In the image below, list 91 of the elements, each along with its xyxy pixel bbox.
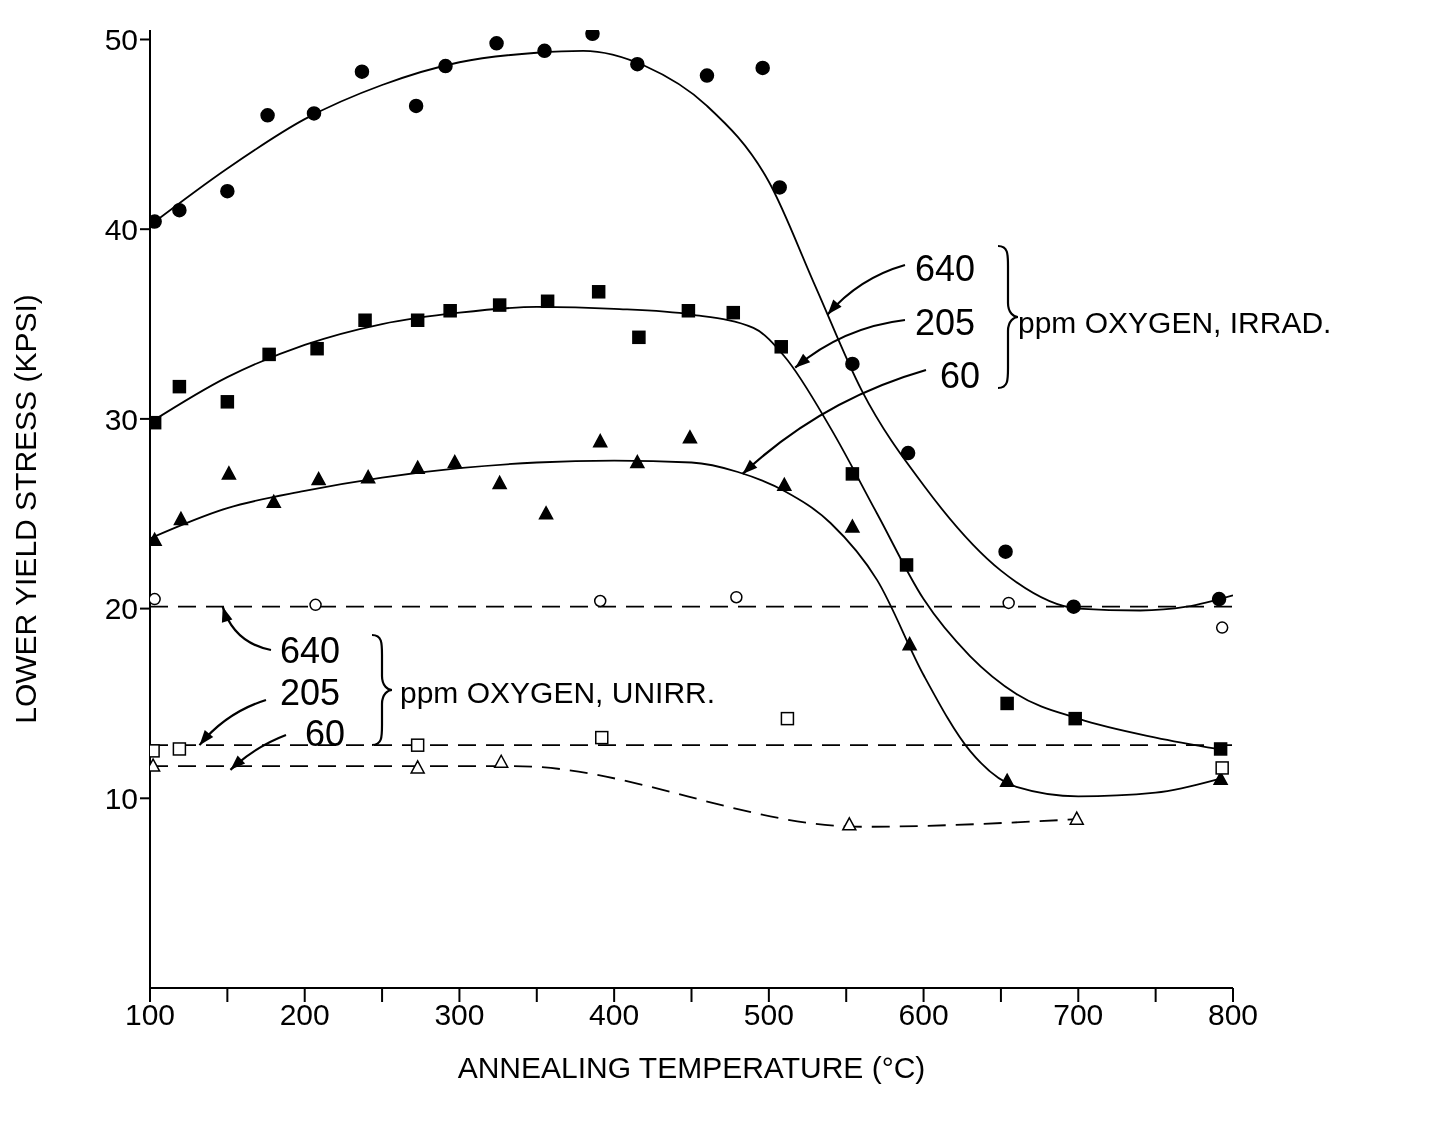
point (360, 469, 376, 484)
y-tick-label: 30 (104, 402, 138, 436)
point (358, 313, 372, 327)
point (410, 760, 425, 774)
y-tick-label: 40 (104, 212, 138, 246)
point (1211, 591, 1227, 607)
point (681, 304, 696, 318)
point (306, 106, 322, 121)
point (777, 477, 792, 492)
point (1215, 621, 1229, 634)
annotation: 640 (279, 629, 341, 671)
point (408, 98, 424, 114)
x-tick-label: 700 (1053, 998, 1104, 1032)
point (1069, 811, 1084, 825)
point (1068, 711, 1082, 726)
point (309, 598, 322, 612)
point (774, 340, 788, 354)
annotation: 205 (914, 301, 976, 343)
annotation: ppm OXYGEN, UNIRR. (400, 675, 716, 709)
point (489, 36, 504, 51)
point (150, 592, 161, 606)
point (730, 590, 743, 604)
point (630, 56, 645, 72)
point (492, 298, 507, 312)
x-tick-label: 600 (898, 998, 949, 1032)
point (772, 180, 787, 195)
point (410, 313, 425, 327)
point (220, 184, 235, 199)
x-tick-label: 100 (124, 998, 176, 1032)
point (900, 445, 916, 461)
point (842, 817, 857, 831)
point (682, 430, 698, 444)
point (845, 467, 860, 481)
point (998, 544, 1013, 559)
point (1066, 599, 1081, 614)
point (899, 558, 914, 572)
y-tick-label: 20 (104, 592, 138, 626)
point (537, 43, 552, 59)
annotation: ppm OXYGEN, IRRAD. (1018, 305, 1332, 339)
x-axis-title: ANNEALING TEMPERATURE (°C) (457, 1051, 926, 1084)
point (755, 60, 770, 76)
point (311, 471, 326, 486)
x-tick-label: 800 (1207, 998, 1259, 1032)
point (593, 594, 607, 608)
annotation: 205 (279, 671, 341, 713)
point (266, 494, 282, 509)
point (699, 68, 715, 83)
point (1215, 761, 1229, 775)
point (1000, 696, 1014, 711)
point (447, 454, 463, 469)
point (592, 433, 608, 448)
point (632, 330, 646, 345)
x-tick-label: 500 (743, 998, 794, 1032)
point (220, 395, 235, 409)
point (492, 475, 507, 490)
point (172, 742, 187, 756)
point (538, 505, 554, 520)
point (902, 636, 917, 651)
point (540, 294, 555, 309)
point (630, 454, 645, 469)
point (1002, 596, 1015, 610)
x-tick-label: 400 (589, 998, 640, 1032)
y-axis-title: LOWER YIELD STRESS (KPSI) (8, 294, 42, 724)
point (845, 356, 860, 372)
point (173, 511, 189, 526)
point (438, 58, 453, 74)
point (260, 108, 275, 123)
point (172, 202, 187, 218)
annotation: 640 (914, 247, 976, 289)
point (493, 754, 509, 768)
annotation: 60 (304, 712, 346, 754)
point (1213, 742, 1228, 756)
point (443, 304, 457, 318)
y-tick-label: 10 (104, 781, 138, 815)
x-tick-label: 200 (279, 998, 330, 1032)
point (354, 64, 370, 79)
point (410, 460, 425, 474)
point (591, 285, 606, 299)
point (845, 519, 860, 533)
y-tick-label: 50 (104, 23, 138, 57)
point (410, 738, 425, 752)
point (726, 305, 741, 320)
point (221, 466, 237, 480)
annotation: 60 (939, 354, 981, 396)
point (595, 730, 609, 745)
point (310, 341, 324, 356)
point (262, 347, 276, 362)
point (172, 379, 187, 394)
point (999, 773, 1015, 787)
x-tick-label: 300 (434, 998, 485, 1032)
point (780, 711, 795, 726)
